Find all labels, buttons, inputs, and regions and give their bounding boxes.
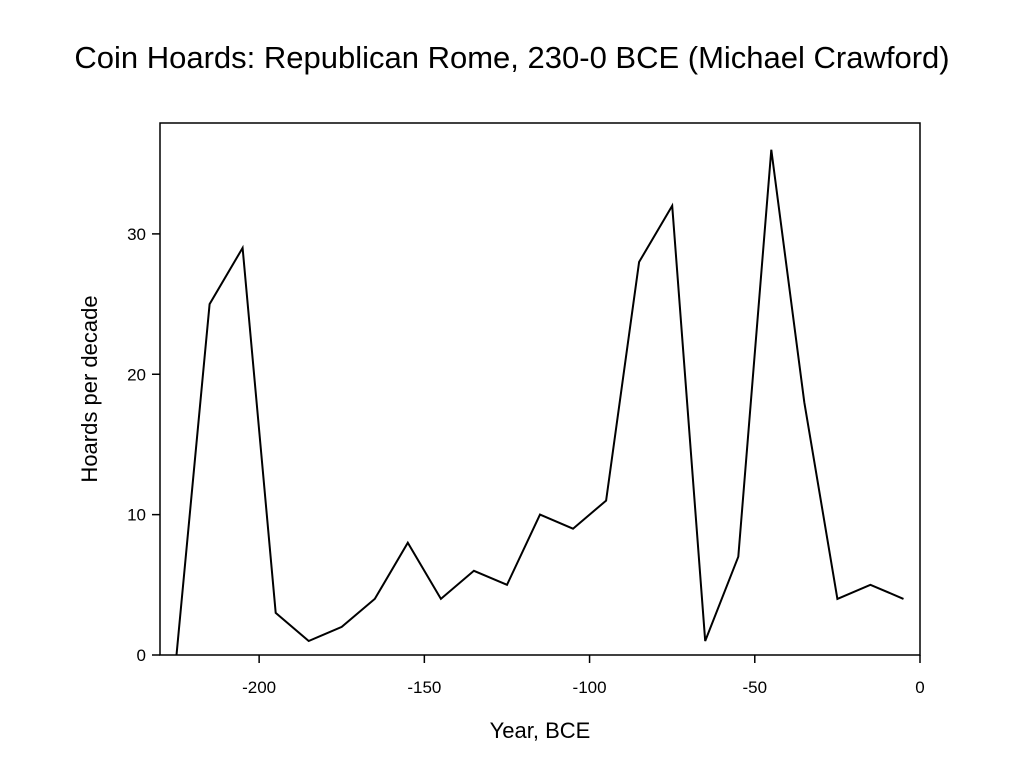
x-axis: -200 -150 -100 -50 0: [242, 655, 925, 697]
x-axis-label: Year, BCE: [490, 718, 591, 743]
plot-frame: [159, 122, 921, 656]
x-tick-label: -200: [242, 678, 276, 697]
y-tick-label: 20: [127, 365, 146, 384]
series-group: [175, 149, 904, 656]
x-tick-label: -150: [407, 678, 441, 697]
chart-title: Coin Hoards: Republican Rome, 230-0 BCE …: [74, 40, 950, 75]
y-tick-label: 30: [127, 225, 146, 244]
series-line: [175, 149, 904, 656]
y-tick-label: 10: [127, 506, 146, 525]
y-axis: 0 10 20 30: [127, 225, 160, 665]
x-tick-label: -50: [742, 678, 767, 697]
y-tick-label: 0: [137, 646, 146, 665]
x-tick-label: 0: [915, 678, 924, 697]
y-axis-label: Hoards per decade: [77, 295, 102, 482]
x-tick-label: -100: [573, 678, 607, 697]
